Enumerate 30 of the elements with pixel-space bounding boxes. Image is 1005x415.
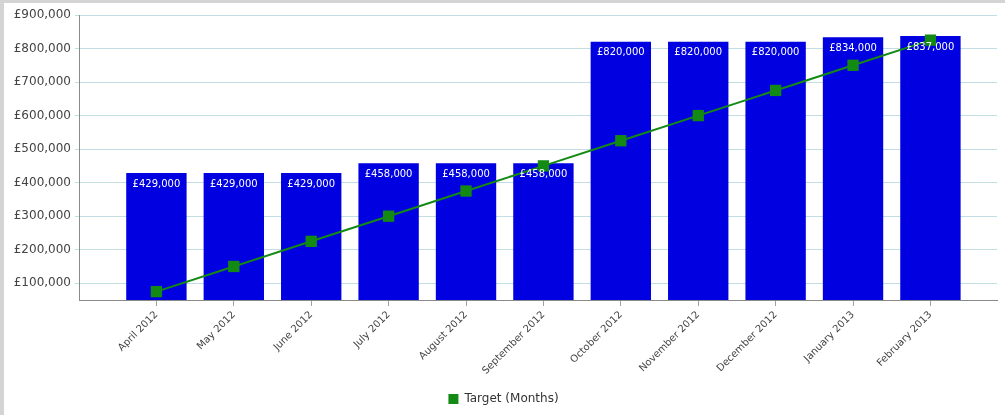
- y-tick-label: £400,000: [13, 174, 71, 189]
- data-label: £429,000: [287, 177, 336, 189]
- data-label: £820,000: [596, 46, 645, 58]
- point: [305, 235, 317, 247]
- data-label: £429,000: [132, 177, 181, 189]
- data-label: £820,000: [674, 46, 723, 58]
- y-tick-label: £300,000: [13, 208, 71, 223]
- y-tick-label: £500,000: [13, 141, 71, 156]
- data-label: £834,000: [829, 41, 877, 53]
- point: [847, 59, 859, 71]
- point: [615, 135, 627, 147]
- data-label: £458,000: [519, 167, 568, 179]
- point: [228, 260, 240, 273]
- point: [692, 109, 704, 122]
- legend-label: Target (Months): [463, 391, 559, 406]
- data-label: £458,000: [364, 167, 413, 179]
- data-label: £458,000: [442, 167, 490, 179]
- point: [769, 84, 782, 97]
- data-label: £820,000: [751, 46, 800, 58]
- y-tick-label: £600,000: [13, 107, 71, 122]
- y-tick-label: £200,000: [13, 241, 71, 256]
- point: [382, 210, 395, 222]
- point: [460, 185, 472, 197]
- y-tick-label: £100,000: [13, 275, 71, 290]
- y-tick-label: £700,000: [13, 74, 71, 89]
- y-tick-label: £800,000: [13, 40, 71, 55]
- data-label: £837,000: [906, 40, 955, 52]
- data-label: £429,000: [209, 177, 258, 189]
- point: [150, 285, 163, 298]
- y-tick-label: £900,000: [13, 7, 71, 22]
